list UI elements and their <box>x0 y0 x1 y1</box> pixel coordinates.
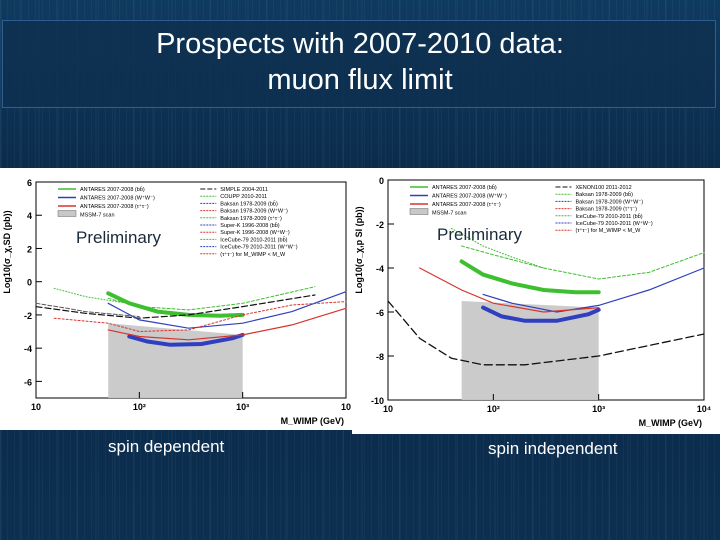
legend-entry: Baksan 1978-2009 (τ⁺τ⁻) <box>220 215 282 222</box>
y-tick-label: -2 <box>376 220 384 230</box>
legend-entry: (τ⁺τ⁻) for M_WIMP < M_W <box>575 227 641 234</box>
legend-swatch <box>57 210 77 217</box>
series-line-3 <box>461 245 705 280</box>
x-tick-label: 10 <box>31 402 41 412</box>
y-tick-label: 4 <box>27 211 32 221</box>
series-line-1 <box>481 305 601 323</box>
y-tick-label: -6 <box>376 308 384 318</box>
legend-entry: ANTARES 2007-2008 (τ⁺τ⁻) <box>80 203 149 210</box>
series-line-4 <box>107 291 347 329</box>
y-tick-label: -4 <box>376 264 384 274</box>
y-axis-label: Log10(σ_χ,SD (pb)) <box>2 210 12 293</box>
y-axis-label: Log10(σ_χ,p SI (pb)) <box>354 206 364 293</box>
legend-entry: MSSM-7 scan <box>432 211 467 217</box>
legend-entry: IceCube-79 2010-2011 (bb̄) <box>575 213 642 220</box>
legend-entry: ANTARES 2007-2008 (W⁺W⁻) <box>80 195 155 202</box>
x-tick-label: 10 <box>383 404 393 414</box>
series-line-1 <box>127 332 245 347</box>
series-line-3 <box>107 286 316 311</box>
legend-entry: IceCube-79 2010-2011 (bb̄) <box>220 237 287 244</box>
legend-entry: Baksan 1978-2009 (bb̄) <box>575 191 633 198</box>
legend-entry: XENON100 2011-2012 <box>575 185 631 191</box>
legend-entry: Super-K 1996-2008 (bb̄) <box>220 222 279 229</box>
plot-spin-dependent: -6 -4 -2 0 2 4 6 10 10² 10³ 10 M_WIMP (GeV) Log10(σ_… <box>0 168 352 430</box>
chart-spin-independent: -10 -8 -6 -4 -2 0 10 10² 10³ 10⁴ M_WIMP (GeV) Log10… <box>354 176 711 428</box>
legend-entry: ANTARES 2007-2008 (bb̄) <box>432 184 497 191</box>
mssm-scan-region <box>461 301 599 400</box>
chart-spin-dependent: -6 -4 -2 0 2 4 6 10 10² 10³ 10 M_WIMP (GeV) Log10(σ_… <box>2 178 351 426</box>
series-line-6 <box>53 301 347 333</box>
x-tick-label: 10² <box>487 404 500 414</box>
x-axis-label: M_WIMP (GeV) <box>639 418 702 428</box>
y-tick-label: -6 <box>24 377 32 387</box>
x-tick-label: 10³ <box>592 404 605 414</box>
x-tick-label: 10³ <box>236 402 249 412</box>
preliminary-label-left: Preliminary <box>76 228 162 247</box>
legend-entry: Baksan 1978-2009 (τ⁺τ⁻) <box>575 206 637 213</box>
series-line-8 <box>53 287 140 306</box>
series-line-2 <box>35 294 316 319</box>
legend-entry: COUPP 2010-2011 <box>220 194 267 200</box>
title-line-2: muon flux limit <box>267 64 453 96</box>
series-line-0 <box>106 291 245 318</box>
series-line-6 <box>450 227 545 269</box>
legend-entry: IceCube-79 2010-2011 (W⁺W⁻) <box>575 220 652 227</box>
y-tick-label: 0 <box>379 176 384 186</box>
series-line-0 <box>459 259 601 295</box>
legend-entry: IceCube-79 2010-2011 (W⁺W⁻) <box>220 244 297 251</box>
series-line-7 <box>35 302 140 318</box>
y-tick-label: -10 <box>371 396 384 406</box>
caption-spin-independent: spin independent <box>488 439 618 458</box>
caption-spin-dependent: spin dependent <box>108 437 225 456</box>
legend-entry: MSSM-7 scan <box>80 213 115 219</box>
legend-entry: ANTARES 2007-2008 (τ⁺τ⁻) <box>432 201 501 208</box>
slide-title: Prospects with 2007-2010 data: muon flux… <box>0 26 720 98</box>
y-tick-label: -4 <box>24 344 32 354</box>
legend-entry: Baksan 1978-2009 (W⁺W⁻) <box>575 198 643 205</box>
preliminary-label-right: Preliminary <box>437 225 523 244</box>
legend-entry: ANTARES 2007-2008 (W⁺W⁻) <box>432 193 507 200</box>
legend-entry: Super-K 1996-2008 (W⁺W⁻) <box>220 229 290 236</box>
x-tick-label: 10⁴ <box>697 404 711 414</box>
y-tick-label: 0 <box>27 278 32 288</box>
legend-entry: ANTARES 2007-2008 (bb̄) <box>80 186 145 193</box>
legend-entry: Baksan 1978-2009 (bb̄) <box>220 201 278 208</box>
title-line-1: Prospects with 2007-2010 data: <box>156 28 564 60</box>
x-axis-label: M_WIMP (GeV) <box>281 416 344 426</box>
y-tick-label: 6 <box>27 178 32 188</box>
legend-entry: Baksan 1978-2009 (W⁺W⁻) <box>220 208 288 215</box>
legend-entry: SIMPLE 2004-2011 <box>220 187 268 193</box>
plot-spin-independent: -10 -8 -6 -4 -2 0 10 10² 10³ 10⁴ M_WIMP (GeV) Log10… <box>352 168 720 434</box>
y-tick-label: 2 <box>27 244 32 254</box>
y-tick-label: -8 <box>376 352 384 362</box>
series-line-5 <box>419 267 600 313</box>
legend-swatch <box>409 208 429 215</box>
legend-entry: (τ⁺τ⁻) for M_WIMP < M_W <box>220 251 286 258</box>
x-tick-label: 10 <box>341 402 351 412</box>
series-line-5 <box>107 307 347 341</box>
title-box <box>2 20 716 108</box>
y-tick-label: -2 <box>24 311 32 321</box>
series-line-2 <box>387 300 705 366</box>
x-tick-label: 10² <box>133 402 146 412</box>
